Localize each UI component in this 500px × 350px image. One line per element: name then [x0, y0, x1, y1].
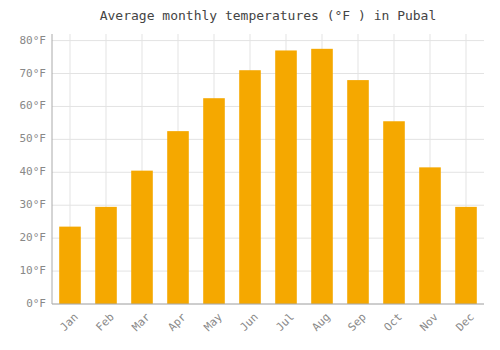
y-tick-label: 30°F: [20, 198, 47, 211]
chart-holder: Average monthly temperatures (°F ) in Pu…: [0, 0, 500, 350]
x-axis-line: [52, 304, 484, 305]
bar: [95, 207, 117, 304]
chart: Average monthly temperatures (°F ) in Pu…: [0, 0, 500, 350]
y-grid-line: [52, 40, 484, 41]
bar: [347, 80, 369, 304]
x-tick-label: Oct: [382, 311, 405, 334]
y-tick-label: 60°F: [20, 99, 47, 112]
y-grid-line: [52, 106, 484, 107]
y-tick-label: 50°F: [20, 132, 47, 145]
x-tick-label: Jan: [58, 311, 81, 334]
bars: [59, 49, 477, 304]
x-tick-label: Jul: [274, 311, 297, 334]
bar: [167, 131, 189, 304]
x-tick-label: Aug: [310, 311, 333, 334]
x-tick-label: Dec: [454, 311, 477, 334]
bar: [455, 207, 477, 304]
y-grid-line: [52, 139, 484, 140]
y-tick-label: 70°F: [20, 67, 47, 80]
y-tick-label: 80°F: [20, 34, 47, 47]
x-tick-label: Nov: [418, 310, 442, 334]
bar: [419, 167, 441, 304]
x-tick-label: Feb: [94, 311, 117, 334]
title: Average monthly temperatures (°F ) in Pu…: [100, 8, 437, 23]
y-tick-label: 40°F: [20, 165, 47, 178]
y-axis-line: [52, 34, 53, 304]
bar: [239, 70, 261, 304]
bar: [311, 49, 333, 304]
y-tick-label: 0°F: [26, 297, 46, 310]
bar: [275, 50, 297, 304]
bar: [383, 121, 405, 304]
y-tick-label: 10°F: [20, 264, 47, 277]
bar: [131, 171, 153, 304]
grid: [52, 34, 484, 304]
x-tick-label: Jun: [238, 311, 261, 334]
bar: [203, 98, 225, 304]
bar: [59, 227, 81, 304]
y-tick-label: 20°F: [20, 231, 47, 244]
x-tick-label: Mar: [130, 310, 154, 334]
x-tick-label: Sep: [346, 311, 369, 334]
y-grid-line: [52, 73, 484, 74]
x-tick-label: Apr: [166, 310, 190, 334]
x-tick-label: May: [202, 310, 226, 334]
y-grid-line: [52, 304, 484, 305]
